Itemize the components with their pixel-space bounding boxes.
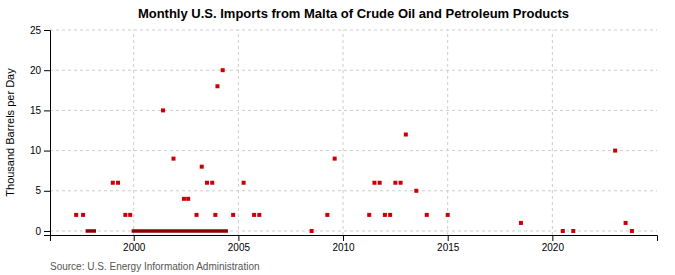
data-point (123, 213, 127, 217)
data-point (383, 213, 387, 217)
y-tick-mark (44, 110, 50, 111)
data-point (388, 213, 392, 217)
data-point (128, 213, 132, 217)
y-tick-mark (44, 151, 50, 152)
data-point (257, 213, 261, 217)
plot-area (74, 68, 634, 233)
data-point (446, 213, 450, 217)
data-point (231, 213, 235, 217)
data-point (519, 221, 523, 225)
data-point (221, 68, 225, 72)
y-tick: 15 (30, 105, 50, 116)
zero-segment (132, 229, 228, 233)
y-tick-label: 15 (30, 105, 42, 116)
zero-segment (86, 229, 96, 233)
y-tick-label: 20 (30, 65, 42, 76)
x-tick: 2010 (332, 235, 355, 253)
y-grid-line (50, 190, 657, 191)
data-point (215, 84, 219, 88)
data-point (399, 181, 403, 185)
y-axis-title: Thousand Barrels per Day (4, 68, 16, 197)
x-tick-mark (238, 235, 239, 241)
data-point (425, 213, 429, 217)
y-grid-line (50, 30, 657, 31)
y-tick-mark (44, 191, 50, 192)
y-tick-label: 0 (35, 226, 41, 237)
data-point (561, 229, 565, 233)
data-point (182, 197, 186, 201)
grid (50, 30, 657, 235)
x-tick: 2005 (228, 235, 251, 253)
x-grid-line (552, 30, 553, 235)
data-point (205, 181, 209, 185)
data-point (624, 221, 628, 225)
y-grid-line (50, 230, 657, 231)
x-tick-label: 2015 (437, 242, 460, 253)
data-point (186, 197, 190, 201)
y-tick: 0 (35, 226, 50, 237)
y-tick-label: 10 (30, 145, 42, 156)
data-point (200, 165, 204, 169)
y-tick-mark (44, 30, 50, 31)
y-grid-line (50, 110, 657, 111)
data-point (252, 213, 256, 217)
title: Monthly U.S. Imports from Malta of Crude… (138, 6, 569, 21)
x-axis: 2000 2005 2010 2015 2020 (51, 235, 658, 253)
y-tick: 25 (30, 25, 50, 36)
data-point (195, 213, 199, 217)
y-grid-line (50, 150, 657, 151)
chart: 2000 2005 2010 2015 2020 0 5 10 15 20 25 Monthly U.… (0, 0, 675, 275)
x-grid-line (238, 30, 239, 235)
y-axis: 0 5 10 15 20 25 (30, 25, 51, 237)
data-point (414, 189, 418, 193)
x-grid-line (343, 30, 344, 235)
x-tick: 2000 (123, 235, 146, 253)
x-tick-mark (552, 235, 553, 241)
data-point (310, 229, 314, 233)
data-point (571, 229, 575, 233)
data-point (333, 157, 337, 161)
y-tick: 10 (30, 145, 50, 156)
x-tick-label: 2020 (542, 242, 565, 253)
x-tick-label: 2005 (228, 242, 251, 253)
data-point (213, 213, 217, 217)
y-tick-mark (44, 70, 50, 71)
data-point (242, 181, 246, 185)
y-tick-mark (44, 231, 50, 232)
data-point (393, 181, 397, 185)
y-axis-line (44, 31, 51, 236)
y-grid-line (50, 70, 657, 71)
data-point (74, 213, 78, 217)
data-point (372, 181, 376, 185)
x-grid-line (447, 30, 448, 235)
x-tick-mark (343, 235, 344, 241)
data-point (171, 157, 175, 161)
y-tick-label: 25 (30, 25, 42, 36)
x-tick-mark (448, 235, 449, 241)
data-point (210, 181, 214, 185)
y-tick: 20 (30, 65, 50, 76)
data-point (404, 133, 408, 137)
y-tick-label: 5 (35, 185, 41, 196)
data-point (630, 229, 634, 233)
x-tick-mark (134, 235, 135, 241)
data-point (378, 181, 382, 185)
data-point (81, 213, 85, 217)
data-point (161, 108, 165, 112)
x-tick-label: 2000 (123, 242, 146, 253)
x-tick: 2015 (437, 235, 460, 253)
data-point (325, 213, 329, 217)
x-tick-label: 2010 (332, 242, 355, 253)
x-tick: 2020 (542, 235, 565, 253)
data-point (613, 149, 617, 153)
x-grid-line (133, 30, 134, 235)
source: Source: U.S. Energy Information Administ… (50, 261, 260, 272)
data-point (111, 181, 115, 185)
y-tick: 5 (35, 185, 50, 196)
x-axis-line (51, 236, 658, 242)
data-point (116, 181, 120, 185)
data-point (367, 213, 371, 217)
